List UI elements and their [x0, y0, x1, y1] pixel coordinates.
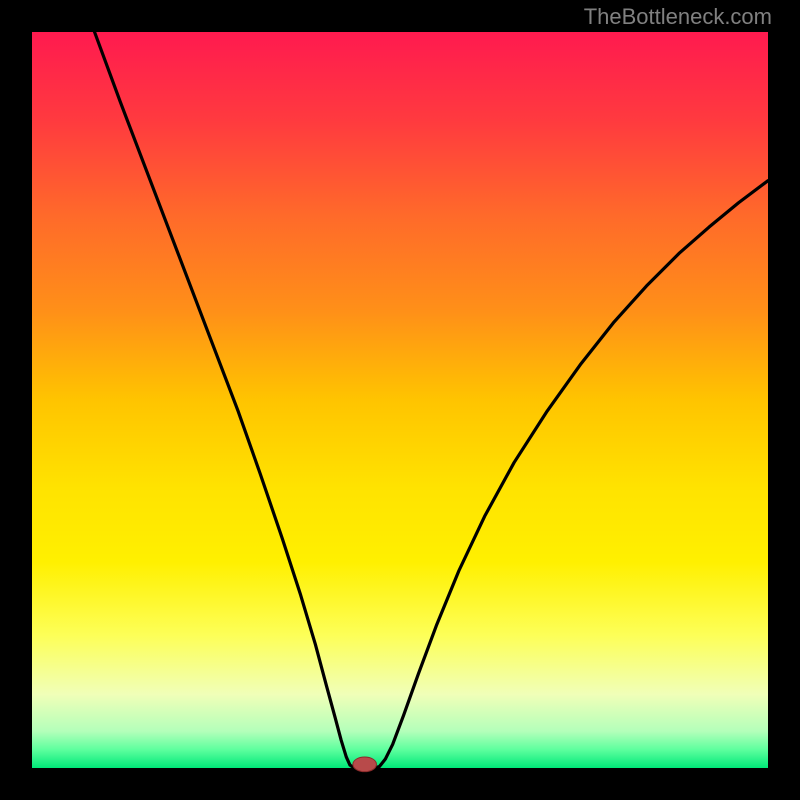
chart-svg	[0, 0, 800, 800]
minimum-marker	[353, 757, 377, 772]
plot-background	[32, 32, 768, 768]
chart-container: TheBottleneck.com	[0, 0, 800, 800]
watermark-text: TheBottleneck.com	[584, 4, 772, 30]
